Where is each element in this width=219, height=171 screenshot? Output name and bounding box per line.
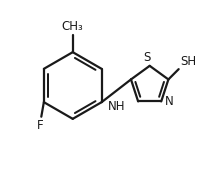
Text: S: S xyxy=(143,51,150,64)
Text: SH: SH xyxy=(180,55,196,68)
Text: F: F xyxy=(37,119,44,133)
Text: CH₃: CH₃ xyxy=(62,20,84,33)
Text: N: N xyxy=(165,95,174,108)
Text: NH: NH xyxy=(108,100,125,113)
